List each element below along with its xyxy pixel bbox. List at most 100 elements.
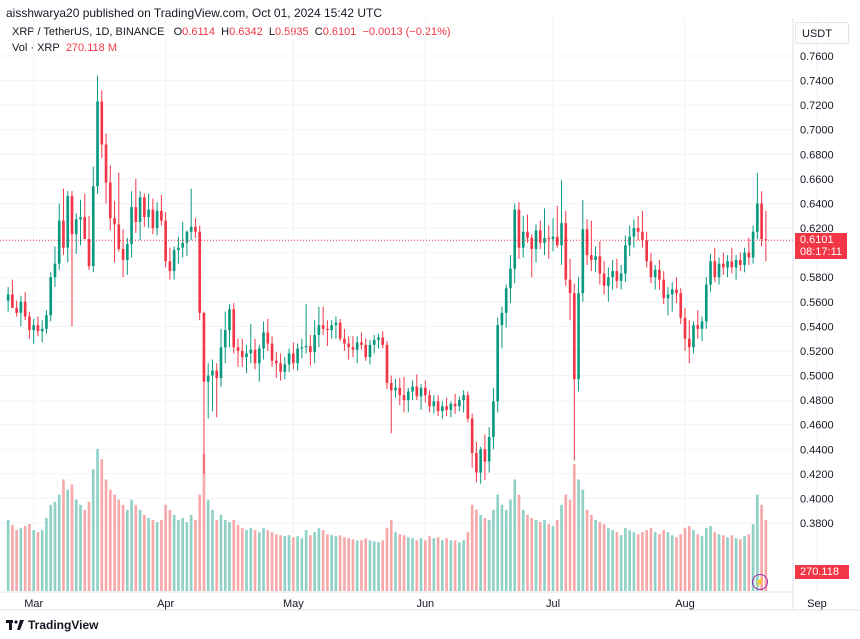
candle-body (330, 325, 333, 331)
volume-bar (530, 517, 534, 591)
volume-bar (372, 541, 376, 591)
price-tick-label: 0.5800 (800, 272, 834, 284)
candle-body (721, 263, 725, 268)
candle-body (113, 218, 116, 225)
volume-bar (445, 538, 448, 591)
candle-body (449, 403, 453, 410)
candle-body (704, 284, 708, 322)
candle-body (645, 240, 648, 262)
price-tick-label: 0.7400 (800, 76, 834, 88)
volume-bar (266, 530, 270, 591)
volume-bar (19, 528, 23, 591)
volume-bar (70, 484, 74, 591)
volume-bar (662, 530, 666, 591)
candle-body (419, 387, 423, 397)
candle-body (679, 293, 683, 318)
volume-bar (355, 540, 359, 591)
volume-bar (279, 535, 282, 591)
candle-body (223, 330, 227, 348)
volume-bar (602, 524, 606, 591)
volume-bar (96, 449, 99, 591)
volume-legend-label[interactable]: Vol · XRP (12, 42, 60, 54)
candle-body (649, 261, 653, 278)
volume-bar (572, 464, 576, 591)
candle-body (262, 332, 265, 349)
candle-body (513, 209, 517, 269)
candle-body (121, 248, 125, 261)
volume-bar (121, 504, 125, 591)
volume-bar (300, 538, 304, 591)
candle-body (389, 382, 393, 391)
volume-bar (15, 530, 18, 591)
volume-bar (453, 540, 457, 591)
volume-bar (185, 522, 189, 591)
volume-bar (483, 517, 487, 591)
candle-body (215, 370, 219, 378)
low-label: L (268, 26, 275, 38)
candle-body (687, 338, 691, 348)
candle-body (611, 271, 614, 278)
volume-bar (692, 530, 695, 591)
candle-body (411, 386, 414, 392)
candle-body (509, 268, 512, 289)
candle-body (641, 231, 644, 241)
candle-body (730, 261, 734, 268)
candle-body (23, 301, 27, 317)
candle-body (172, 250, 176, 272)
volume-bar (704, 528, 708, 591)
candle-body (15, 307, 18, 313)
volume-bar (509, 499, 512, 591)
grid-lines (0, 18, 818, 592)
volume-bar (666, 532, 670, 591)
volume-bar (739, 539, 742, 591)
volume-bar (496, 494, 500, 591)
candle-body (636, 228, 640, 232)
candle-body (147, 209, 150, 217)
volume-bar (257, 532, 261, 591)
candle-body (760, 203, 763, 240)
volume-bar (734, 538, 738, 591)
volume-bar (717, 534, 721, 591)
candle-body (521, 231, 525, 248)
price-tick-label: 0.6800 (800, 149, 834, 161)
change-value: −0.0013 (−0.21%) (362, 26, 451, 38)
candle-body (206, 375, 210, 382)
volume-bar (113, 494, 116, 591)
volume-bar (517, 494, 521, 591)
volume-bar (436, 537, 440, 591)
time-tick-label: Jun (416, 598, 434, 610)
candle-body (87, 239, 91, 267)
volume-bar (398, 534, 402, 591)
volume-bar (232, 520, 236, 591)
volume-bar (202, 454, 206, 591)
volume-bar (700, 536, 704, 591)
volume-bar (462, 540, 465, 591)
lightning-icon[interactable]: ⚡ (752, 574, 768, 590)
time-axis: MarAprMayJunJulAugSepOct (24, 598, 827, 610)
candle-body (538, 230, 542, 243)
volume-bar (653, 532, 657, 591)
price-tick-label: 0.6600 (800, 174, 834, 186)
volume-bar (743, 536, 746, 591)
symbol-name[interactable]: XRP / TetherUS, 1D, BINANCE (12, 26, 165, 38)
volume-bar (641, 532, 644, 591)
tradingview-logo[interactable]: TradingView (6, 618, 98, 632)
volume-bar (66, 489, 70, 591)
volume-bar (309, 535, 312, 591)
price-tick-label: 0.7600 (800, 51, 834, 63)
candle-body (398, 387, 402, 396)
volume-bar (411, 538, 414, 591)
candle-body (91, 186, 95, 267)
candle-body (504, 288, 508, 313)
candle-body (607, 277, 610, 286)
candle-body (598, 256, 602, 274)
volume-bar (49, 504, 53, 591)
candle-body (338, 322, 342, 339)
candle-body (143, 197, 146, 217)
volume-bar (402, 535, 406, 591)
candle-body (36, 325, 40, 332)
candle-body (266, 332, 270, 344)
candle-body (615, 271, 619, 281)
candle-body (670, 289, 674, 295)
